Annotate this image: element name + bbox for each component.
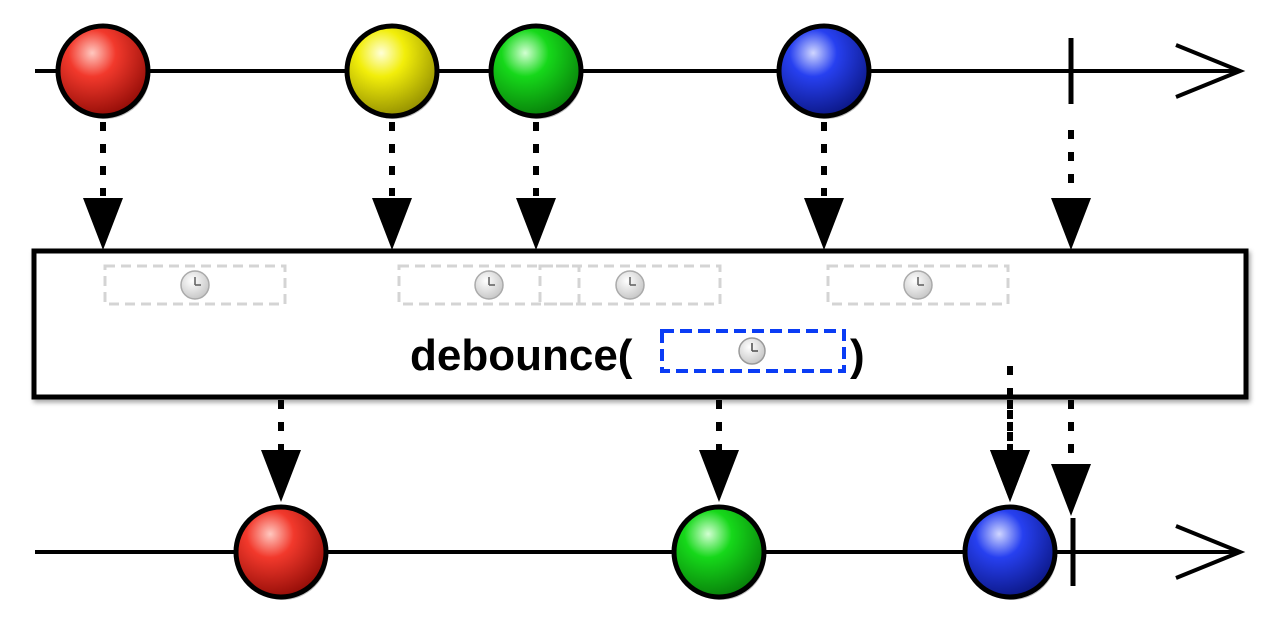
output-timeline bbox=[35, 518, 1246, 586]
output-connector-blue-on-complete bbox=[990, 366, 1030, 502]
input-connectors bbox=[83, 122, 1091, 250]
debounce-parameter-box bbox=[660, 329, 846, 373]
input-connector-yellow bbox=[372, 122, 412, 250]
operator-label-prefix: debounce( bbox=[410, 331, 633, 380]
input-marble-yellow bbox=[344, 23, 440, 119]
output-marble-blue bbox=[962, 504, 1058, 600]
clock-icon bbox=[903, 270, 933, 300]
operator-box bbox=[31, 248, 1249, 400]
input-connector-red bbox=[83, 122, 123, 250]
output-marble-red bbox=[233, 504, 329, 600]
operator-label: debounce( ) bbox=[410, 329, 865, 380]
clock-icon bbox=[738, 337, 766, 365]
debounce-window bbox=[826, 264, 1010, 306]
input-completion-connector bbox=[1051, 130, 1091, 250]
operator-label-suffix: ) bbox=[850, 331, 865, 380]
output-completion-connector bbox=[1051, 400, 1091, 516]
output-marbles bbox=[233, 504, 1058, 600]
input-timeline bbox=[35, 38, 1246, 104]
clock-icon bbox=[180, 270, 210, 300]
input-marble-green bbox=[488, 23, 584, 119]
output-marble-green bbox=[671, 504, 767, 600]
clock-icon bbox=[615, 270, 645, 300]
input-marble-red bbox=[55, 23, 151, 119]
input-marble-blue bbox=[776, 23, 872, 119]
debounce-windows bbox=[103, 264, 1010, 306]
input-connector-green bbox=[516, 122, 556, 250]
input-marbles bbox=[55, 23, 872, 119]
output-connector-green bbox=[699, 400, 739, 502]
debounce-window bbox=[397, 264, 581, 306]
output-connector-red bbox=[261, 400, 301, 502]
input-connector-blue bbox=[804, 122, 844, 250]
output-connectors bbox=[261, 366, 1091, 516]
debounce-window bbox=[538, 264, 722, 306]
clock-icon bbox=[474, 270, 504, 300]
debounce-window bbox=[103, 264, 287, 306]
